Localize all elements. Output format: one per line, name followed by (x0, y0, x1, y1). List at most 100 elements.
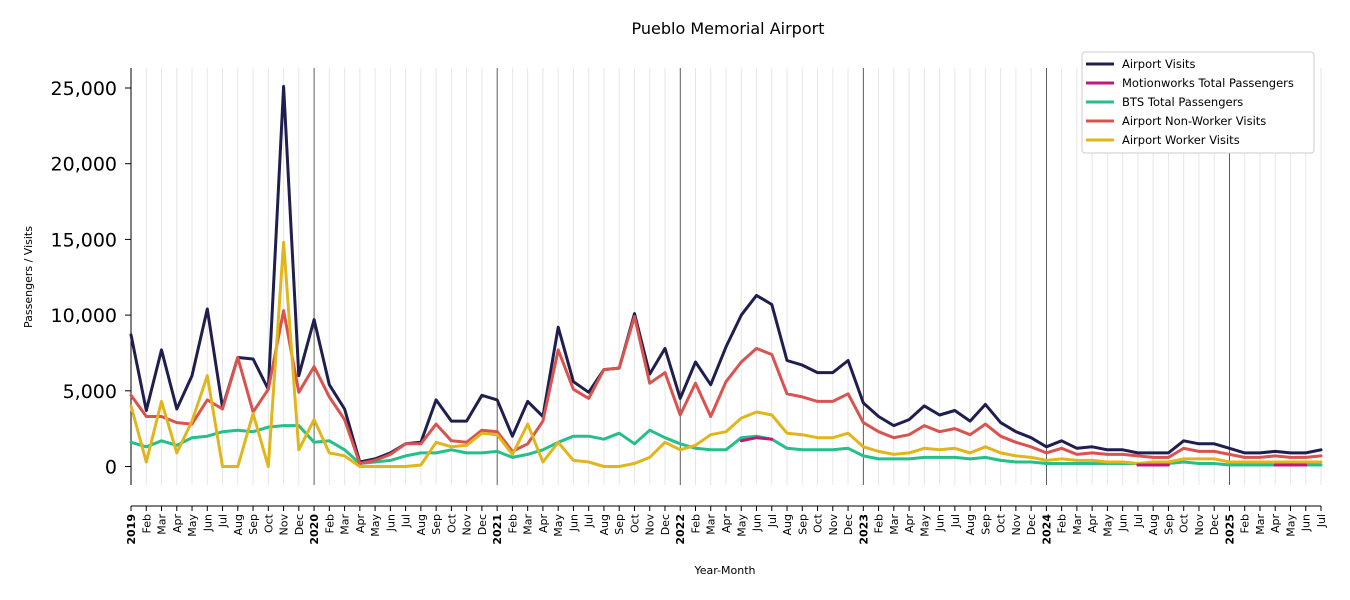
y-axis: 0 5,000 10,000 15,000 20,000 25,000 (51, 68, 132, 485)
series-line-airport-visits (129, 85, 1323, 464)
y-tick-label: 25,000 (51, 78, 117, 100)
x-tick-label: Oct (995, 513, 1008, 533)
legend-label: Airport Worker Visits (1122, 133, 1240, 147)
x-tick-label: 2022 (674, 514, 687, 545)
x-tick-label: Sep (430, 514, 443, 535)
x-tick-label: 2020 (308, 514, 321, 545)
x-tick-label: Sep (979, 514, 992, 535)
legend: Airport Visits Motionworks Total Passenge… (1081, 51, 1315, 154)
x-tick-label: Mar (156, 514, 169, 535)
x-tick-label: Dec (842, 514, 855, 535)
x-tick-label: Oct (812, 513, 825, 533)
series-line-airport-worker-visits (129, 240, 1323, 468)
y-tick-label: 15,000 (51, 229, 117, 251)
x-tick-label: May (186, 514, 199, 537)
x-tick-label: Mar (339, 514, 352, 535)
x-tick-label: Apr (903, 514, 916, 534)
x-axis: 2019 Feb Mar Apr May Jun Jul Aug Sep Oct Nov Dec 202… (125, 505, 1328, 545)
chart-title: Pueblo Memorial Airport (632, 19, 825, 38)
x-tick-label: Jul (766, 514, 779, 528)
x-tick-label: 2024 (1040, 514, 1053, 545)
x-tick-label: Jul (400, 514, 413, 528)
x-tick-label: Sep (613, 514, 626, 535)
y-tick-label: 10,000 (51, 305, 117, 327)
y-tick-label: 20,000 (51, 154, 117, 176)
x-tick-label: Jul (583, 514, 596, 528)
x-tick-label: Aug (415, 514, 428, 535)
x-tick-label: Feb (1056, 514, 1069, 533)
legend-label: Motionworks Total Passengers (1122, 76, 1294, 90)
series-lines (129, 85, 1323, 468)
x-tick-label: May (1284, 514, 1297, 537)
x-tick-label: Sep (796, 514, 809, 535)
x-tick-label: Mar (705, 514, 718, 535)
x-tick-label: Dec (1208, 514, 1221, 535)
x-tick-label: Oct (445, 513, 458, 533)
x-tick-label: Apr (1269, 514, 1282, 534)
x-tick-label: Mar (1071, 514, 1084, 535)
x-tick-label: Nov (827, 514, 840, 536)
x-tick-label: Apr (171, 514, 184, 534)
x-tick-label: Jun (384, 514, 397, 532)
x-tick-label: 2019 (125, 514, 138, 545)
x-tick-label: Nov (278, 514, 291, 536)
x-tick-label: May (369, 514, 382, 537)
x-tick-label: Jul (217, 514, 230, 528)
x-tick-label: Feb (506, 514, 519, 533)
x-tick-label: Jun (1300, 514, 1313, 532)
x-tick-label: Jun (934, 514, 947, 532)
x-tick-label: Nov (644, 514, 657, 536)
x-tick-label: Aug (964, 514, 977, 535)
x-axis-label: Year-Month (693, 564, 755, 577)
x-tick-label: Aug (232, 514, 245, 535)
series-line-airport-non-worker-visits (129, 309, 1323, 465)
x-tick-label: Nov (1010, 514, 1023, 536)
x-tick-label: Dec (476, 514, 489, 535)
legend-label: Airport Visits (1122, 57, 1196, 71)
x-tick-label: Sep (247, 514, 260, 535)
x-tick-label: 2021 (491, 514, 504, 545)
x-tick-label: Apr (537, 514, 550, 534)
x-tick-label: Oct (1178, 513, 1191, 533)
x-tick-label: Feb (323, 514, 336, 533)
x-tick-label: Apr (1086, 514, 1099, 534)
x-tick-label: Apr (354, 514, 367, 534)
y-tick-label: 5,000 (63, 381, 117, 403)
x-tick-label: Aug (598, 514, 611, 535)
x-tick-label: Jun (751, 514, 764, 532)
x-tick-label: Sep (1162, 514, 1175, 535)
x-tick-label: May (735, 514, 748, 537)
x-tick-label: Oct (262, 513, 275, 533)
x-tick-label: Jun (201, 514, 214, 532)
x-tick-label: Mar (522, 514, 535, 535)
x-tick-label: Aug (781, 514, 794, 535)
x-tick-label: May (918, 514, 931, 537)
x-tick-label: Jul (1132, 514, 1145, 528)
x-tick-label: Mar (1254, 514, 1267, 535)
x-tick-label: Dec (293, 514, 306, 535)
x-tick-label: Nov (1193, 514, 1206, 536)
x-tick-label: Jul (949, 514, 962, 528)
x-tick-label: Jun (1117, 514, 1130, 532)
legend-label: Airport Non-Worker Visits (1122, 114, 1266, 128)
x-tick-label: Feb (140, 514, 153, 533)
x-tick-label: Jul (1315, 514, 1328, 528)
x-tick-label: Feb (1239, 514, 1252, 533)
x-tick-label: 2023 (857, 514, 870, 545)
x-tick-label: Feb (689, 514, 702, 533)
x-tick-label: Aug (1147, 514, 1160, 535)
legend-box (1081, 51, 1315, 154)
x-tick-label: 2025 (1223, 514, 1236, 545)
x-tick-label: Mar (888, 514, 901, 535)
legend-label: BTS Total Passengers (1122, 95, 1243, 109)
x-tick-label: Oct (628, 513, 641, 533)
y-tick-label: 0 (105, 457, 117, 479)
x-tick-label: Apr (720, 514, 733, 534)
x-tick-label: Nov (461, 514, 474, 536)
y-axis-label: Passengers / Visits (22, 226, 35, 328)
series-line-motionworks-total-passengers (739, 436, 1308, 467)
x-tick-label: Dec (1025, 514, 1038, 535)
x-tick-label: Feb (873, 514, 886, 533)
x-tick-label: May (552, 514, 565, 537)
